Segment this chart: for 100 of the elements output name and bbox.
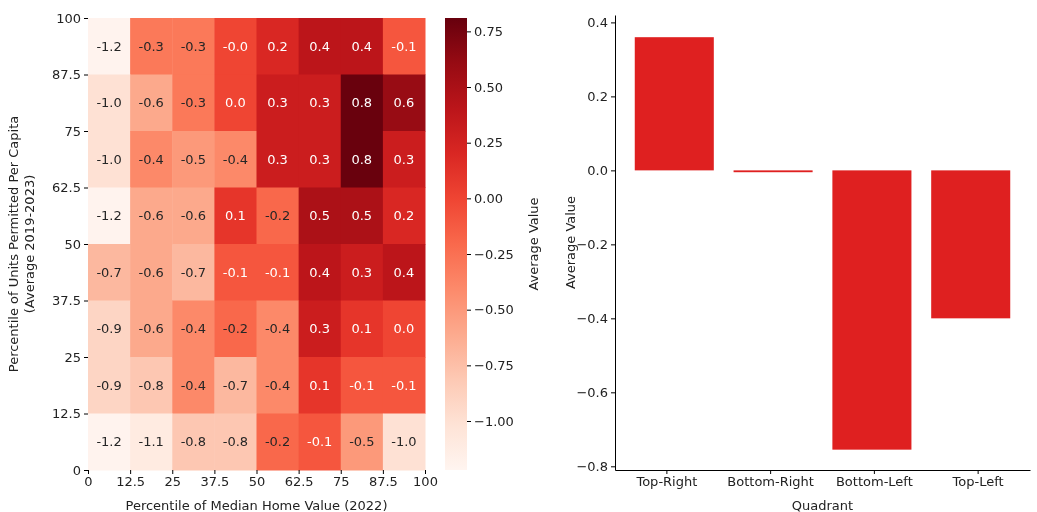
x-axis-title: Percentile of Median Home Value (2022)	[125, 498, 388, 512]
data-label: 0.4	[309, 264, 331, 280]
data-label: -1.0	[96, 95, 122, 111]
data-label: -0.6	[180, 208, 206, 224]
data-label: -0.1	[349, 377, 375, 393]
x-tick-label: 50	[248, 474, 266, 490]
data-label: -0.4	[180, 377, 206, 393]
data-label: -0.2	[264, 434, 291, 450]
data-label: -1.1	[138, 434, 164, 450]
x-tick-label: Bottom-Right	[727, 474, 814, 490]
x-tick-label: Top-Left	[951, 474, 1004, 490]
x-tick-label: Bottom-Left	[835, 474, 913, 490]
data-label: -0.5	[180, 151, 206, 167]
data-label: 0.2	[267, 38, 288, 54]
y-tick-label: 37.5	[52, 293, 81, 309]
data-label: -0.1	[391, 38, 417, 54]
x-tick-label: Top-Right	[635, 474, 698, 490]
color-bar-title: Average Value	[526, 197, 541, 291]
x-tick-label: 0	[84, 474, 93, 490]
data-label: -0.9	[96, 321, 122, 337]
data-label: -0.4	[264, 321, 291, 337]
data-label: 0.4	[309, 38, 331, 54]
data-label: -0.6	[138, 208, 164, 224]
data-label: 0.3	[267, 95, 288, 111]
data-label: -0.4	[264, 377, 291, 393]
data-label: 0.1	[225, 208, 246, 224]
data-label: -0.3	[180, 95, 206, 111]
x-axis-title: Quadrant	[791, 498, 854, 512]
x-tick-label: 25	[164, 474, 182, 490]
data-label: -0.7	[180, 264, 206, 280]
y-tick-label: −0.4	[576, 310, 608, 326]
color-bar-label: −0.25	[474, 246, 514, 262]
data-label: 0.0	[393, 321, 415, 337]
y-tick-label: 12.5	[52, 406, 81, 422]
data-label: -0.6	[138, 264, 164, 280]
data-label: -0.7	[96, 264, 122, 280]
data-label: -0.1	[264, 264, 291, 280]
data-label: -0.8	[138, 377, 164, 393]
y-tick-label: 0	[72, 462, 81, 478]
data-label: -0.5	[349, 434, 375, 450]
data-label: 0.8	[351, 151, 373, 167]
data-label: 0.4	[393, 264, 415, 280]
y-tick-label: 25	[64, 349, 81, 365]
y-tick-label: 75	[64, 123, 81, 139]
data-label: 0.2	[393, 208, 415, 224]
color-bar-label: 0.00	[474, 191, 503, 207]
data-label: 0.1	[351, 321, 373, 337]
data-label: -1.0	[391, 434, 417, 450]
x-tick-label: 75	[332, 474, 350, 490]
data-label: -0.8	[180, 434, 206, 450]
data-label: 0.8	[351, 95, 373, 111]
color-bar-label: 0.75	[474, 24, 503, 40]
data-label: -1.0	[96, 151, 122, 167]
y-tick-label: 62.5	[52, 180, 81, 196]
data-label: -0.3	[180, 38, 206, 54]
color-bar-label: 0.50	[474, 79, 503, 95]
x-tick-label: 87.5	[368, 474, 398, 490]
data-label: -1.2	[96, 208, 122, 224]
data-label: 0.3	[309, 95, 331, 111]
data-label: 0.3	[309, 151, 331, 167]
y-tick-label: −0.8	[576, 458, 608, 474]
x-tick-label: 100	[413, 474, 438, 490]
data-label: -0.1	[391, 377, 417, 393]
color-bar-label: −0.75	[474, 358, 514, 374]
data-label: -0.2	[264, 208, 291, 224]
data-label: -0.4	[222, 151, 249, 167]
x-tick-label: 62.5	[284, 474, 314, 490]
data-label: 0.0	[225, 95, 246, 111]
data-label: 0.3	[351, 264, 373, 280]
data-label: -0.1	[307, 434, 333, 450]
color-bar-label: −0.50	[474, 302, 514, 318]
x-tick-label: 37.5	[200, 474, 230, 490]
data-label: -0.8	[222, 434, 249, 450]
y-tick-label: 0.4	[587, 15, 608, 31]
x-tick-label: 12.5	[116, 474, 146, 490]
y-axis-title: Average Value	[563, 195, 578, 290]
data-label: -0.4	[138, 151, 164, 167]
y-tick-label: 0.2	[587, 89, 608, 105]
data-label: 0.5	[309, 208, 331, 224]
data-label: -0.1	[222, 264, 249, 280]
data-label: -0.9	[96, 377, 122, 393]
y-tick-label: 0.0	[587, 163, 608, 179]
y-axis-title: Percentile of Units Permitted Per Capita (Average 2019-2023)	[6, 115, 37, 373]
data-label: -0.6	[138, 321, 164, 337]
y-tick-label: −0.6	[576, 384, 608, 400]
y-tick-label: 87.5	[52, 67, 81, 83]
y-tick-label: 50	[64, 236, 81, 252]
data-label: -0.3	[138, 38, 164, 54]
data-label: -1.2	[96, 38, 122, 54]
color-bar-label: −1.00	[474, 413, 514, 429]
data-label: 0.4	[351, 38, 373, 54]
data-label: -0.0	[222, 38, 249, 54]
data-label: -0.6	[138, 95, 164, 111]
data-label: 0.3	[267, 151, 288, 167]
data-label: -0.2	[222, 321, 249, 337]
data-label: -0.7	[222, 377, 249, 393]
data-label: -1.2	[96, 434, 122, 450]
data-label: 0.3	[309, 321, 331, 337]
data-label: 0.3	[393, 151, 415, 167]
data-label: 0.5	[351, 208, 373, 224]
